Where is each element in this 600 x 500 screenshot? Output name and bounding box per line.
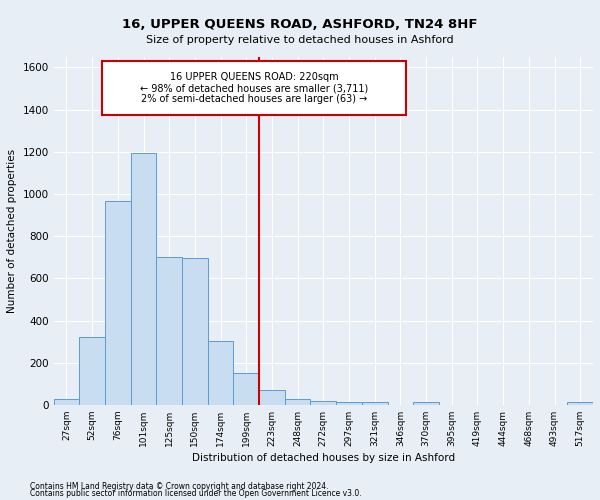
Bar — [568, 402, 593, 405]
Text: Size of property relative to detached houses in Ashford: Size of property relative to detached ho… — [146, 35, 454, 45]
Bar — [131, 153, 157, 405]
Text: ← 98% of detached houses are smaller (3,711): ← 98% of detached houses are smaller (3,… — [140, 83, 368, 93]
Text: 2% of semi-detached houses are larger (63) →: 2% of semi-detached houses are larger (6… — [141, 94, 367, 104]
Text: 16 UPPER QUEENS ROAD: 220sqm: 16 UPPER QUEENS ROAD: 220sqm — [170, 72, 338, 83]
Bar — [285, 398, 310, 405]
Text: 16, UPPER QUEENS ROAD, ASHFORD, TN24 8HF: 16, UPPER QUEENS ROAD, ASHFORD, TN24 8HF — [122, 18, 478, 30]
Bar — [157, 258, 182, 405]
Bar — [182, 258, 208, 405]
Bar — [336, 402, 362, 405]
Bar — [79, 338, 105, 405]
Bar — [362, 402, 388, 405]
Bar — [103, 61, 406, 115]
Text: Contains HM Land Registry data © Crown copyright and database right 2024.: Contains HM Land Registry data © Crown c… — [30, 482, 329, 491]
Text: Contains public sector information licensed under the Open Government Licence v3: Contains public sector information licen… — [30, 490, 362, 498]
Bar — [310, 400, 336, 405]
Bar — [53, 398, 79, 405]
Y-axis label: Number of detached properties: Number of detached properties — [7, 149, 17, 313]
Bar — [208, 340, 233, 405]
Bar — [233, 373, 259, 405]
Bar — [413, 402, 439, 405]
Bar — [259, 390, 285, 405]
Bar — [105, 202, 131, 405]
X-axis label: Distribution of detached houses by size in Ashford: Distribution of detached houses by size … — [192, 453, 455, 463]
